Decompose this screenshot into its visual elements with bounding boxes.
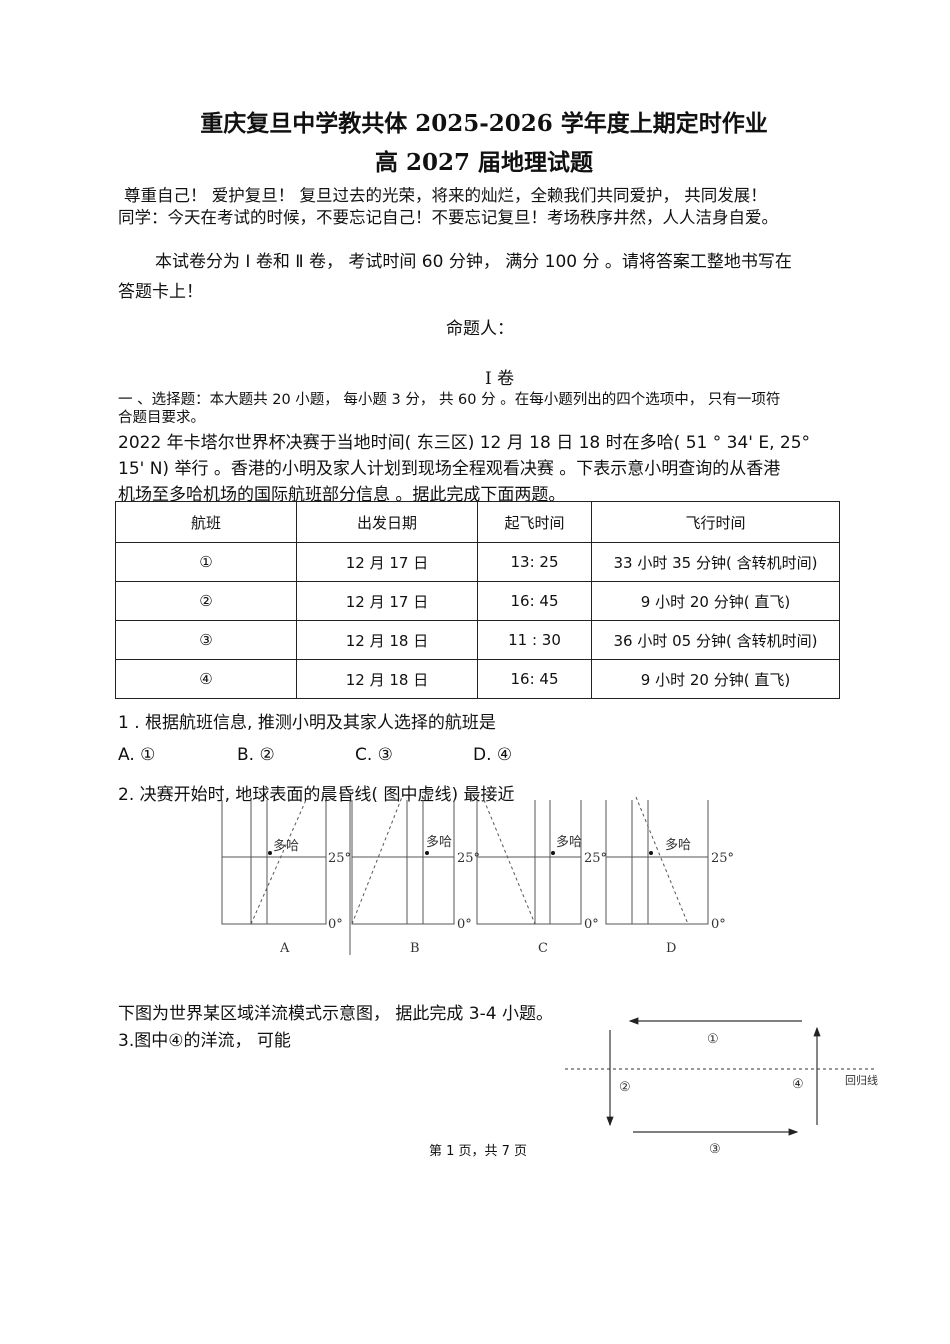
lat-label: 0° bbox=[584, 917, 599, 932]
panel-label: B bbox=[410, 941, 420, 956]
intro-line-1: 2022 年卡塔尔世界杯决赛于当地时间( 东三区) 12 月 18 日 18 时… bbox=[118, 433, 811, 453]
lat-label: 25° bbox=[584, 851, 607, 866]
cell: 9 小时 20 分钟( 直飞) bbox=[591, 581, 840, 621]
cell: 16: 45 bbox=[477, 659, 592, 699]
lat-label: 0° bbox=[711, 917, 726, 932]
header-cell: 飞行时间 bbox=[591, 501, 840, 543]
q1-option-c: C. ③ bbox=[355, 745, 393, 765]
title-line-1: 重庆复旦中学教共体 2025-2026 学年度上期定时作业 bbox=[200, 110, 768, 137]
table-header-row: 航班 出发日期 起飞时间 飞行时间 bbox=[115, 501, 840, 543]
header-cell: 航班 bbox=[115, 501, 297, 543]
doha-dot bbox=[425, 851, 429, 855]
panel-a bbox=[221, 799, 327, 925]
ocean-label: ① bbox=[707, 1032, 719, 1047]
section-desc-1: 一 、选择题：本大题共 20 小题， 每小题 3 分， 共 60 分 。在每小题… bbox=[118, 392, 781, 408]
cell: 16: 45 bbox=[477, 581, 592, 621]
q3-stem: 3.图中④的洋流， 可能 bbox=[118, 1031, 291, 1051]
ocean-label: ② bbox=[619, 1080, 631, 1095]
doha-dot bbox=[649, 851, 653, 855]
section-desc-2: 合题目要求。 bbox=[118, 410, 205, 426]
q1-option-a: A. ① bbox=[118, 745, 156, 765]
city-label: 多哈 bbox=[273, 838, 299, 854]
panel-d bbox=[605, 796, 709, 925]
table-row: ② 12 月 17 日 16: 45 9 小时 20 分钟( 直飞) bbox=[115, 581, 840, 621]
table-row: ① 12 月 17 日 13: 25 33 小时 35 分钟( 含转机时间) bbox=[115, 542, 840, 582]
city-label: 多哈 bbox=[665, 837, 691, 853]
doha-dot bbox=[268, 851, 272, 855]
tropic-label: 回归线 bbox=[845, 1073, 878, 1087]
q1-option-b: B. ② bbox=[237, 745, 275, 765]
panel-c bbox=[476, 799, 582, 925]
section-title: I 卷 bbox=[485, 369, 515, 389]
flight-table: 航班 出发日期 起飞时间 飞行时间 ① 12 月 17 日 13: 25 33 小时 … bbox=[115, 501, 840, 699]
lat-label: 0° bbox=[457, 917, 472, 932]
intro-line-3: 机场至多哈机场的国际航班部分信息 。据此完成下面两题。 bbox=[118, 485, 566, 505]
cell: 36 小时 05 分钟( 含转机时间) bbox=[591, 620, 840, 660]
cell: 12 月 17 日 bbox=[296, 542, 478, 582]
cell: 12 月 17 日 bbox=[296, 581, 478, 621]
table-row: ④ 12 月 18 日 16: 45 9 小时 20 分钟( 直飞) bbox=[115, 659, 840, 699]
doha-dot bbox=[551, 851, 555, 855]
cell: ④ bbox=[115, 659, 297, 699]
motto-line-1: 尊重自己！ 爱护复旦！ 复旦过去的光荣，将来的灿烂，全赖我们共同爱护， 共同发展… bbox=[124, 186, 767, 205]
panel-label: C bbox=[538, 941, 548, 956]
header-cell: 出发日期 bbox=[296, 501, 478, 543]
cell: 33 小时 35 分钟( 含转机时间) bbox=[591, 542, 840, 582]
ocean-label: ④ bbox=[792, 1077, 804, 1092]
cell: ② bbox=[115, 581, 297, 621]
cell: ③ bbox=[115, 620, 297, 660]
page-footer: 第 1 页，共 7 页 bbox=[428, 1144, 528, 1159]
cell: 12 月 18 日 bbox=[296, 659, 478, 699]
author-label: 命题人： bbox=[446, 319, 514, 339]
panel-label: D bbox=[666, 941, 676, 956]
header-cell: 起飞时间 bbox=[477, 501, 592, 543]
q1-option-d: D. ④ bbox=[473, 745, 513, 765]
instructions-line-2: 答题卡上！ bbox=[118, 282, 203, 302]
instructions-line-1: 本试卷分为 I 卷和 Ⅱ 卷， 考试时间 60 分钟， 满分 100 分 。请将… bbox=[155, 252, 792, 272]
cell: 11 : 30 bbox=[477, 620, 592, 660]
ocean-current-diagram bbox=[565, 1017, 875, 1136]
q3-intro: 下图为世界某区域洋流模式示意图， 据此完成 3-4 小题。 bbox=[118, 1004, 553, 1024]
lat-label: 0° bbox=[328, 917, 343, 932]
lat-label: 25° bbox=[711, 851, 734, 866]
city-label: 多哈 bbox=[556, 834, 582, 850]
lat-label: 25° bbox=[328, 851, 351, 866]
panel-label: A bbox=[279, 941, 290, 956]
cell: 9 小时 20 分钟( 直飞) bbox=[591, 659, 840, 699]
panel-b bbox=[349, 796, 455, 955]
ocean-label: ③ bbox=[709, 1142, 721, 1157]
title-line-2: 高 2027 届地理试题 bbox=[374, 149, 594, 176]
city-label: 多哈 bbox=[426, 834, 452, 850]
lat-label: 25° bbox=[457, 851, 480, 866]
q1-stem: 1 . 根据航班信息, 推测小明及其家人选择的航班是 bbox=[118, 713, 496, 733]
q2-stem: 2. 决赛开始时, 地球表面的晨昏线( 图中虚线) 最接近 bbox=[118, 785, 515, 805]
intro-line-2: 15' N) 举行 。香港的小明及家人计划到现场全程观看决赛 。下表示意小明查询… bbox=[118, 459, 781, 479]
motto-line-2: 同学：今天在考试的时候，不要忘记自己！不要忘记复旦！考场秩序井然，人人洁身自爱。 bbox=[118, 208, 778, 227]
